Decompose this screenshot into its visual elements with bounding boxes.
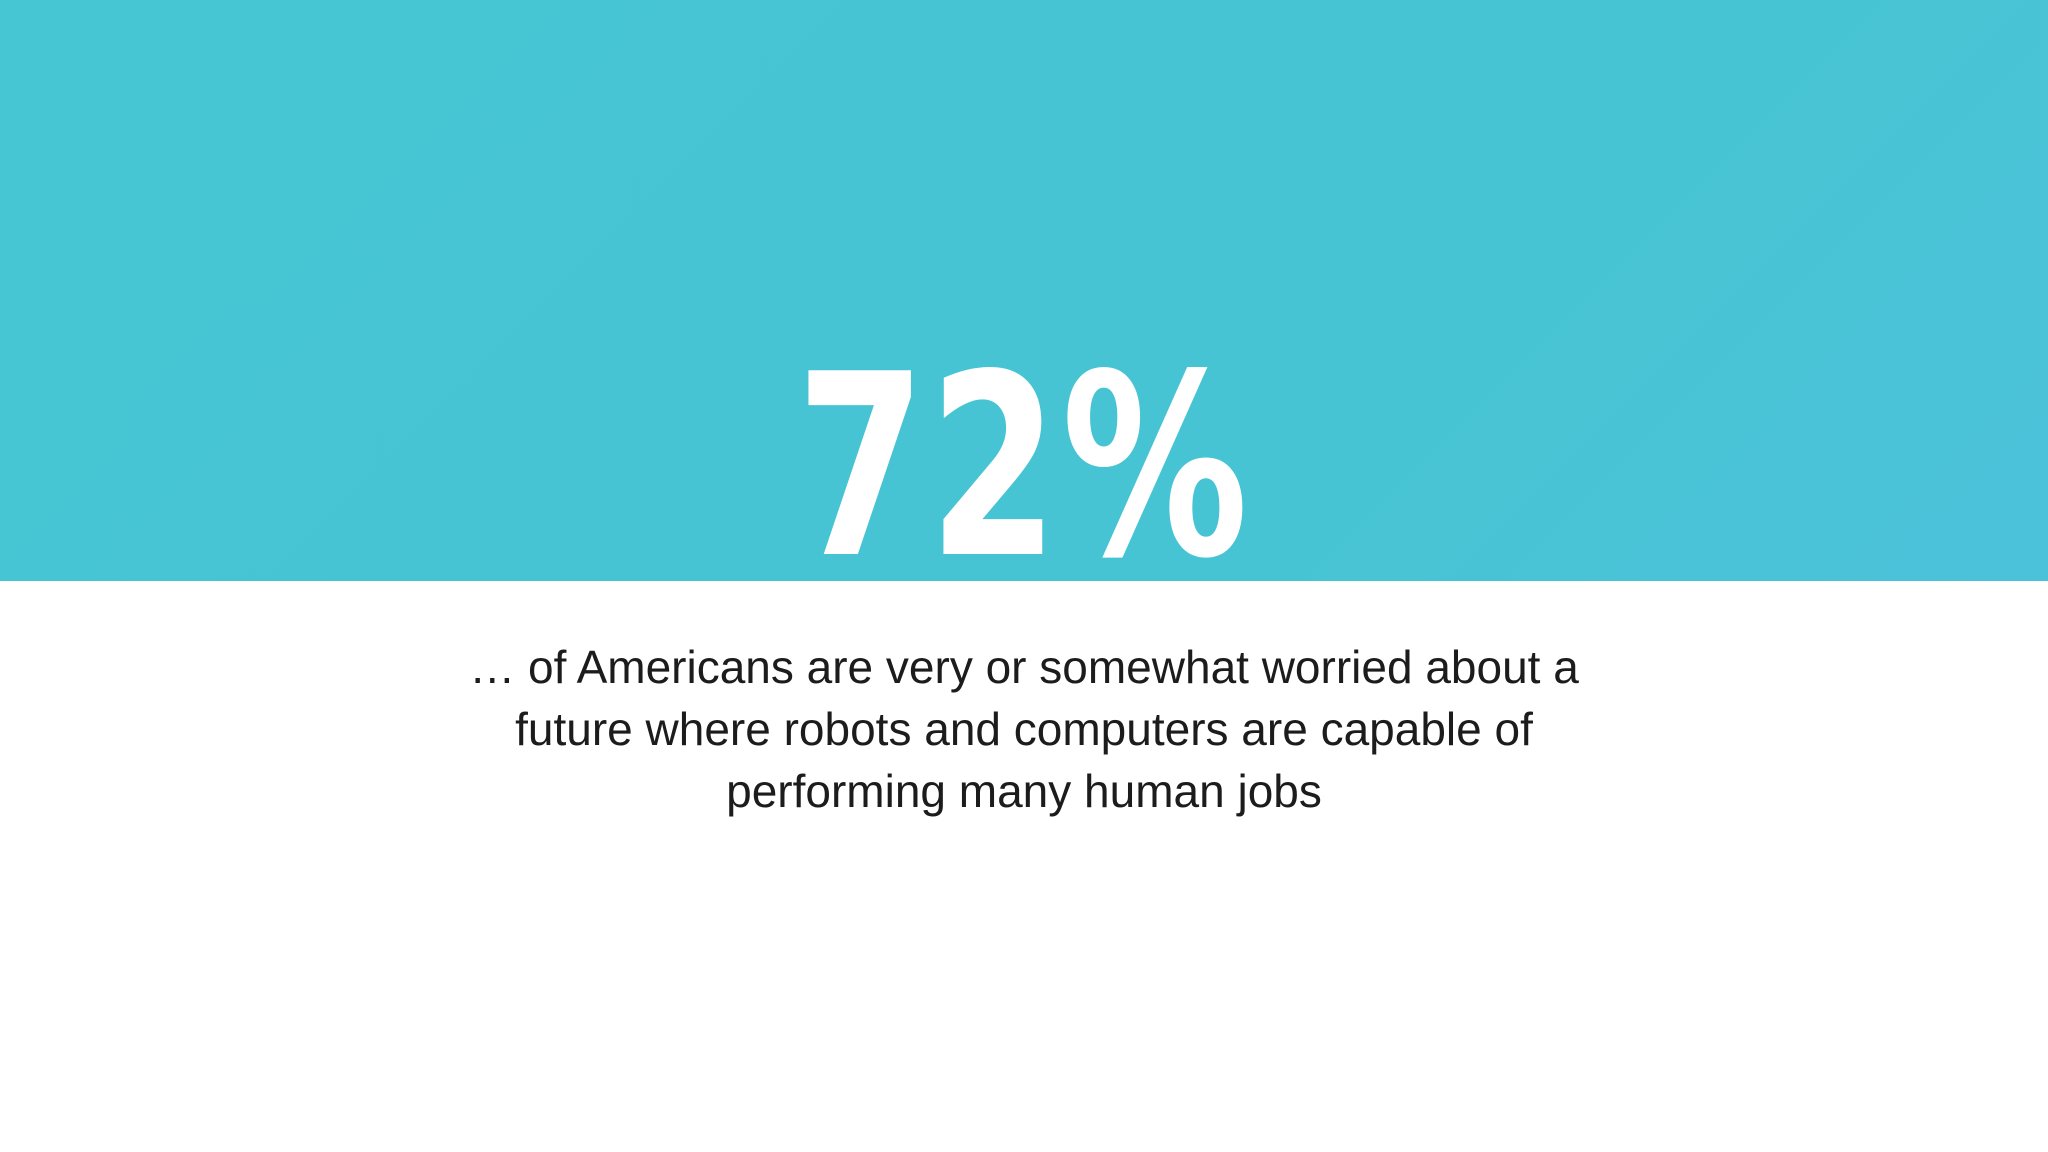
header-band: 72% <box>0 0 2048 581</box>
caption-line: … of Americans are very or somewhat worr… <box>469 641 1579 693</box>
caption-line: performing many human jobs <box>726 765 1322 817</box>
caption-line: future where robots and computers are ca… <box>515 703 1533 755</box>
statistic-value: 72% <box>0 318 2048 581</box>
statistic-caption: … of Americans are very or somewhat worr… <box>0 636 2048 822</box>
statistic-text: 72% <box>796 321 1252 581</box>
